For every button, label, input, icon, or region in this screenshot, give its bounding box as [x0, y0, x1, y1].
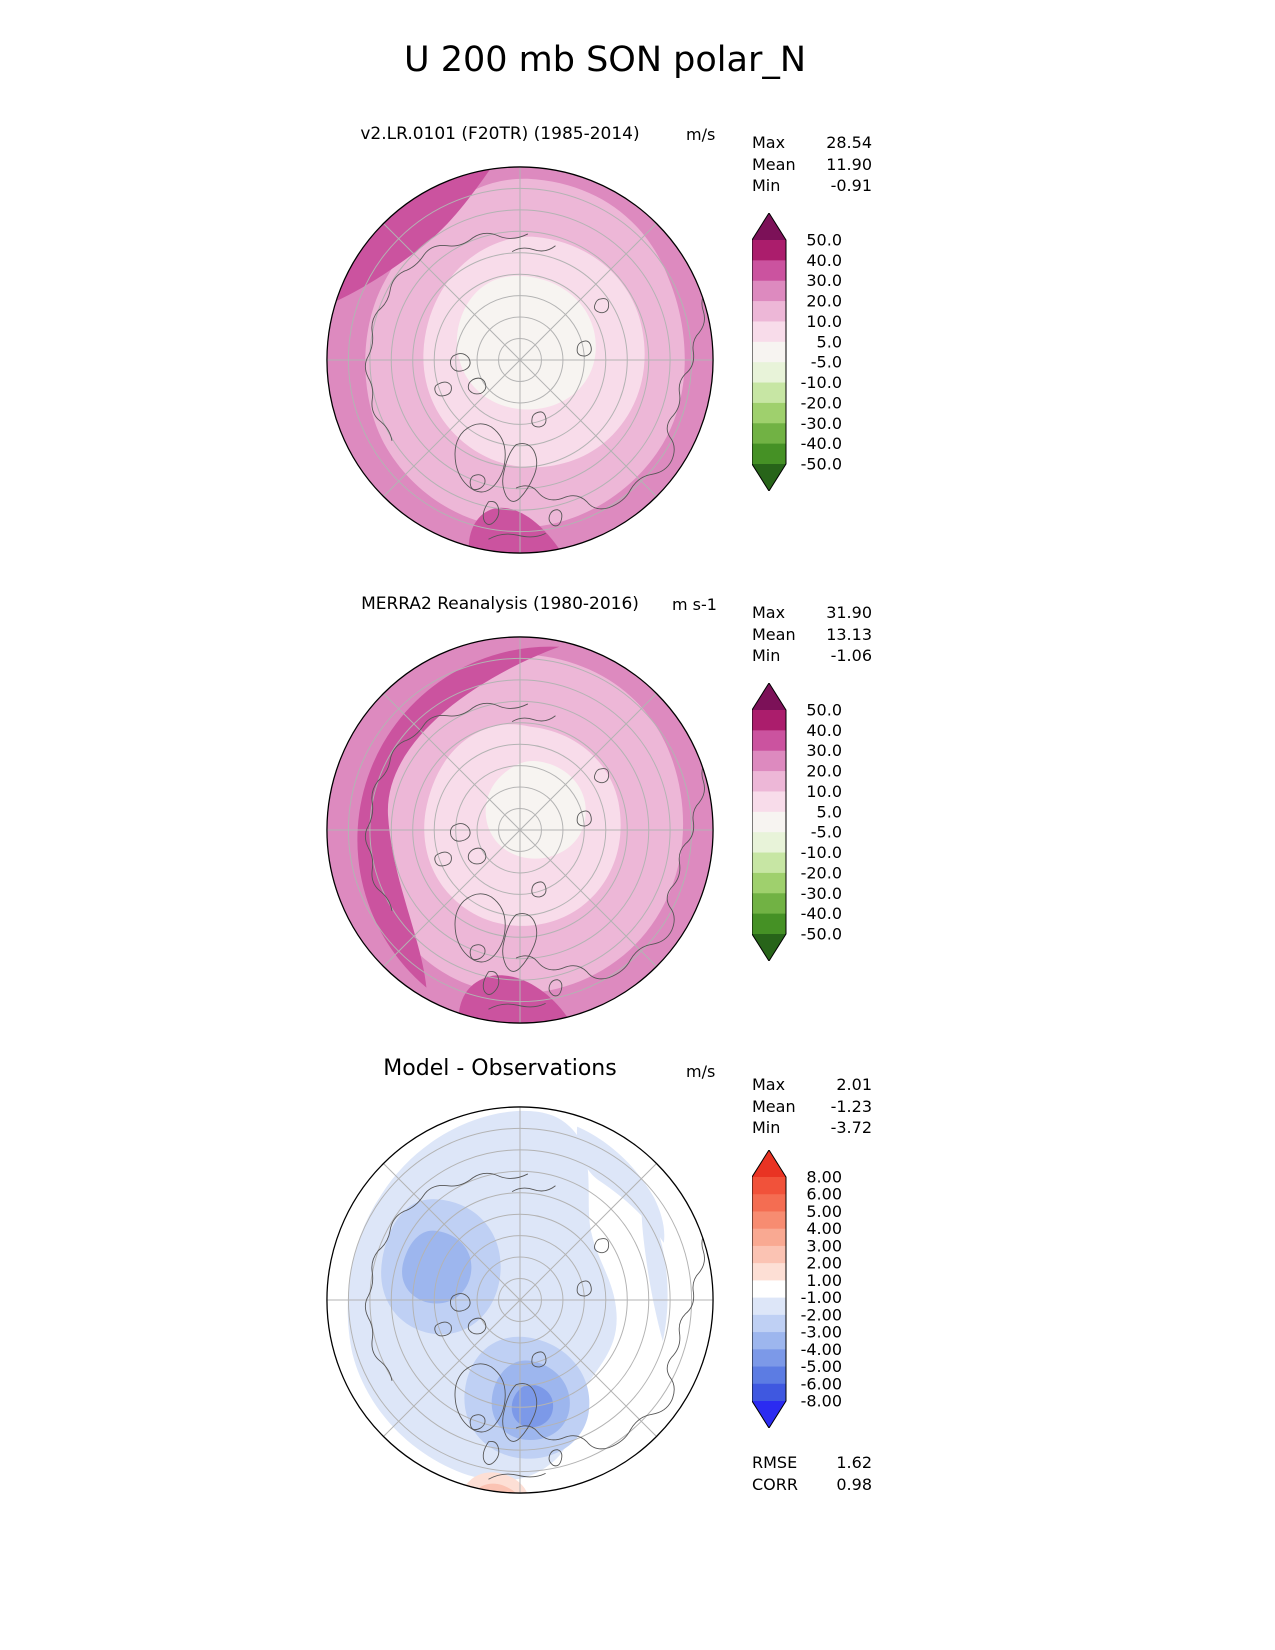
stat-label: Mean: [752, 1096, 796, 1116]
svg-text:-20.0: -20.0: [801, 393, 842, 412]
svg-text:50.0: 50.0: [806, 701, 842, 720]
map3-fill-layers: [326, 1106, 714, 1494]
stat-value: 31.90: [826, 603, 872, 622]
map-panel3-difference: [326, 1106, 714, 1494]
stat-value: 0.98: [836, 1474, 872, 1494]
svg-text:40.0: 40.0: [806, 251, 842, 270]
stat-label: Mean: [752, 154, 796, 174]
panel3-extra-stats: RMSE 1.62 CORR 0.98: [752, 1452, 872, 1495]
stat-row-max: Max 28.54: [752, 132, 872, 154]
map2-fill-layers: [326, 636, 714, 1024]
svg-text:10.0: 10.0: [806, 782, 842, 801]
stat-value: 13.13: [826, 624, 872, 644]
svg-text:10.0: 10.0: [806, 312, 842, 331]
stat-row-min: Min -3.72: [752, 1117, 872, 1139]
stat-row-mean: Mean 11.90: [752, 154, 872, 176]
svg-text:-4.00: -4.00: [801, 1340, 842, 1359]
stat-value: -1.06: [830, 646, 872, 665]
map-panel1-model: [326, 166, 714, 554]
svg-text:5.0: 5.0: [817, 332, 842, 351]
svg-text:2.00: 2.00: [806, 1254, 842, 1273]
stat-row-mean: Mean 13.13: [752, 624, 872, 646]
map-panel2-merra2: [326, 636, 714, 1024]
stat-row-max: Max 31.90: [752, 602, 872, 624]
stat-row-max: Max 2.01: [752, 1074, 872, 1096]
stat-label: Mean: [752, 624, 796, 644]
svg-text:-20.0: -20.0: [801, 863, 842, 882]
panel2-colorbar: 50.0 40.0 30.0 20.0 10.0 5.0 -5.0 -10.0 -20.0 -30…: [751, 682, 912, 965]
svg-text:50.0: 50.0: [806, 231, 842, 250]
panel2-units: m s-1: [672, 595, 717, 614]
stat-label: RMSE: [752, 1453, 798, 1472]
stat-value: -0.91: [830, 176, 872, 195]
stat-label: Min: [752, 176, 781, 195]
stat-label: Max: [752, 1075, 786, 1094]
svg-text:30.0: 30.0: [806, 741, 842, 760]
svg-text:1.00: 1.00: [806, 1271, 842, 1290]
panel3-units: m/s: [686, 1062, 716, 1081]
stat-label: Min: [752, 646, 781, 665]
svg-text:-5.0: -5.0: [811, 823, 842, 842]
svg-text:-2.00: -2.00: [801, 1305, 842, 1324]
panel1-stats: Max 28.54 Mean 11.90 Min -0.91: [752, 132, 872, 197]
svg-text:-50.0: -50.0: [801, 925, 842, 944]
svg-text:-3.00: -3.00: [801, 1323, 842, 1342]
stat-row-corr: CORR 0.98: [752, 1474, 872, 1496]
panel1-title: v2.LR.0101 (F20TR) (1985-2014): [360, 124, 640, 144]
map-boundary: [326, 1106, 714, 1494]
svg-text:5.0: 5.0: [817, 802, 842, 821]
svg-text:-40.0: -40.0: [801, 904, 842, 923]
map1-fill-layers: [326, 166, 714, 554]
svg-text:-30.0: -30.0: [801, 884, 842, 903]
svg-text:6.00: 6.00: [806, 1185, 842, 1204]
svg-text:20.0: 20.0: [806, 762, 842, 781]
graticule: [326, 166, 714, 554]
svg-text:4.00: 4.00: [806, 1219, 842, 1238]
panel3-colorbar: 8.00 6.00 5.00 4.00 3.00 2.00 1.00 -1.00 -2.00 -3…: [751, 1149, 912, 1432]
panel1-units: m/s: [686, 125, 716, 144]
svg-text:5.00: 5.00: [806, 1202, 842, 1221]
stat-label: Max: [752, 603, 786, 622]
stat-label: Min: [752, 1118, 781, 1137]
svg-text:-30.0: -30.0: [801, 414, 842, 433]
map-boundary: [326, 166, 714, 554]
stat-value: 1.62: [836, 1453, 872, 1472]
panel2-stats: Max 31.90 Mean 13.13 Min -1.06: [752, 602, 872, 667]
svg-text:8.00: 8.00: [806, 1168, 842, 1187]
stat-value: 11.90: [826, 154, 872, 174]
svg-text:-5.0: -5.0: [811, 353, 842, 372]
stat-value: 2.01: [836, 1075, 872, 1094]
svg-text:40.0: 40.0: [806, 721, 842, 740]
stat-row-min: Min -0.91: [752, 175, 872, 197]
panel1-colorbar: 50.0 40.0 30.0 20.0 10.0 5.0 -5.0 -10.0 -20.0 -30…: [751, 212, 912, 495]
stat-value: -1.23: [830, 1096, 872, 1116]
stat-row-mean: Mean -1.23: [752, 1096, 872, 1118]
svg-text:-8.00: -8.00: [801, 1392, 842, 1411]
svg-text:3.00: 3.00: [806, 1236, 842, 1255]
svg-text:30.0: 30.0: [806, 271, 842, 290]
panel3-stats: Max 2.01 Mean -1.23 Min -3.72: [752, 1074, 872, 1139]
stat-row-rmse: RMSE 1.62: [752, 1452, 872, 1474]
stat-value: 28.54: [826, 133, 872, 152]
svg-text:-40.0: -40.0: [801, 434, 842, 453]
svg-text:-50.0: -50.0: [801, 455, 842, 474]
map-boundary: [326, 636, 714, 1024]
figure-title: U 200 mb SON polar_N: [403, 40, 807, 80]
stat-label: Max: [752, 133, 786, 152]
stat-value: -3.72: [830, 1118, 872, 1137]
stat-row-min: Min -1.06: [752, 645, 872, 667]
svg-text:-10.0: -10.0: [801, 843, 842, 862]
graticule: [326, 636, 714, 1024]
svg-text:-5.00: -5.00: [801, 1357, 842, 1376]
panel2-title: MERRA2 Reanalysis (1980-2016): [361, 594, 639, 614]
svg-text:-10.0: -10.0: [801, 373, 842, 392]
graticule: [326, 1106, 714, 1494]
panel3-title: Model - Observations: [383, 1056, 617, 1081]
svg-text:20.0: 20.0: [806, 292, 842, 311]
svg-text:-6.00: -6.00: [801, 1374, 842, 1393]
svg-text:-1.00: -1.00: [801, 1288, 842, 1307]
stat-label: CORR: [752, 1474, 798, 1494]
